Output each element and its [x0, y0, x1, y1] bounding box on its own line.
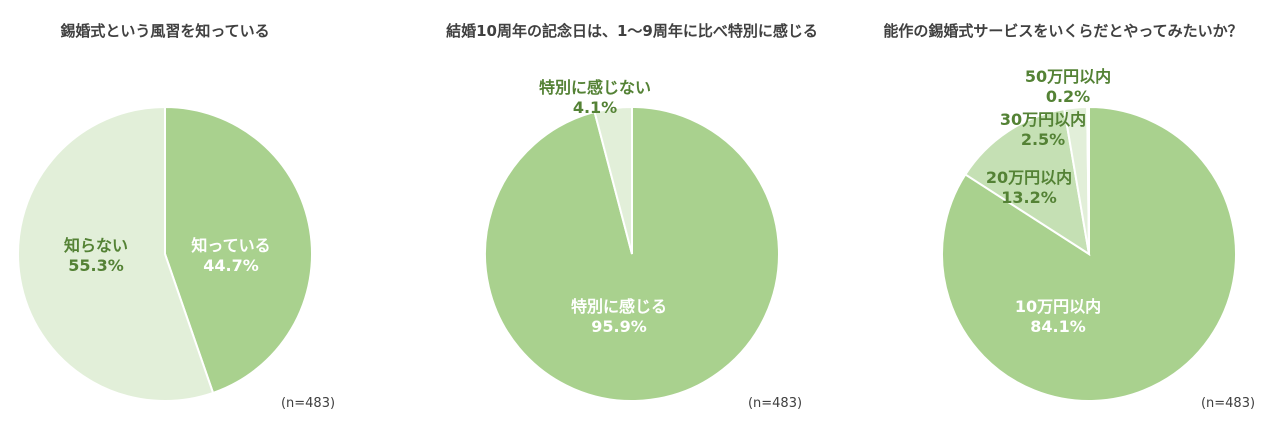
chart-title-3: 能作の錫婚式サービスをいくらだとやってみたいか？: [883, 22, 1242, 40]
slice-label-3-4: 50万円以内: [1025, 67, 1111, 86]
pie-slice-1-2: [17, 105, 215, 402]
slice-value-3-4: 0.2%: [1046, 87, 1090, 106]
slice-label-3-3: 30万円以内: [1000, 110, 1086, 129]
pie-slices-1: [17, 105, 313, 402]
slice-value-2-1: 95.9%: [591, 317, 647, 336]
chart-title-2: 結婚10周年の記念日は、1～9周年に比べ特別に感じる: [446, 22, 818, 40]
sample-size-note-1: (n=483): [281, 396, 335, 411]
sample-size-note-3: (n=483): [1201, 396, 1255, 411]
chart-title-1: 錫婚式という風習を知っている: [60, 22, 269, 40]
slice-value-3-3: 2.5%: [1021, 130, 1065, 149]
slice-label-3-1: 10万円以内: [1015, 297, 1101, 316]
sample-size-note-2: (n=483): [748, 396, 802, 411]
chart-panel-3: 能作の錫婚式サービスをいくらだとやってみたいか？ 10万円以内 84.1% 20万円…: [853, 0, 1280, 427]
slice-value-2-2: 4.1%: [573, 98, 617, 117]
pie-slice-3-4: [1086, 105, 1090, 255]
pie-slice-1-1: [164, 105, 313, 395]
slice-value-3-2: 13.2%: [1001, 188, 1057, 207]
slice-label-2-1: 特別に感じる: [571, 297, 667, 316]
slice-label-1-1: 知っている: [191, 236, 270, 255]
pie-slices-3: [941, 105, 1237, 402]
pie-slice-2-2: [593, 105, 633, 255]
chart-panel-2: 結婚10周年の記念日は、1～9周年に比べ特別に感じる 特別に感じる 95.9% 特別…: [427, 0, 854, 427]
pie-chart-2: 結婚10周年の記念日は、1～9周年に比べ特別に感じる 特別に感じる95.9%特別…: [446, 22, 818, 411]
slice-label-2-2: 特別に感じない: [539, 78, 651, 97]
slice-value-1-2: 55.3%: [68, 256, 124, 275]
slice-label-1-2: 知らない: [64, 236, 128, 255]
slice-label-3-2: 20万円以内: [986, 168, 1072, 187]
slice-value-1-1: 44.7%: [203, 256, 259, 275]
slice-value-3-1: 84.1%: [1030, 317, 1086, 336]
pie-slices-2: [484, 105, 780, 402]
chart-panel-1: 錫婚式という風習を知っている 知っている 44.7% 知らない 55.3% (n=48…: [0, 0, 427, 427]
pie-slice-3-2: [963, 107, 1091, 257]
